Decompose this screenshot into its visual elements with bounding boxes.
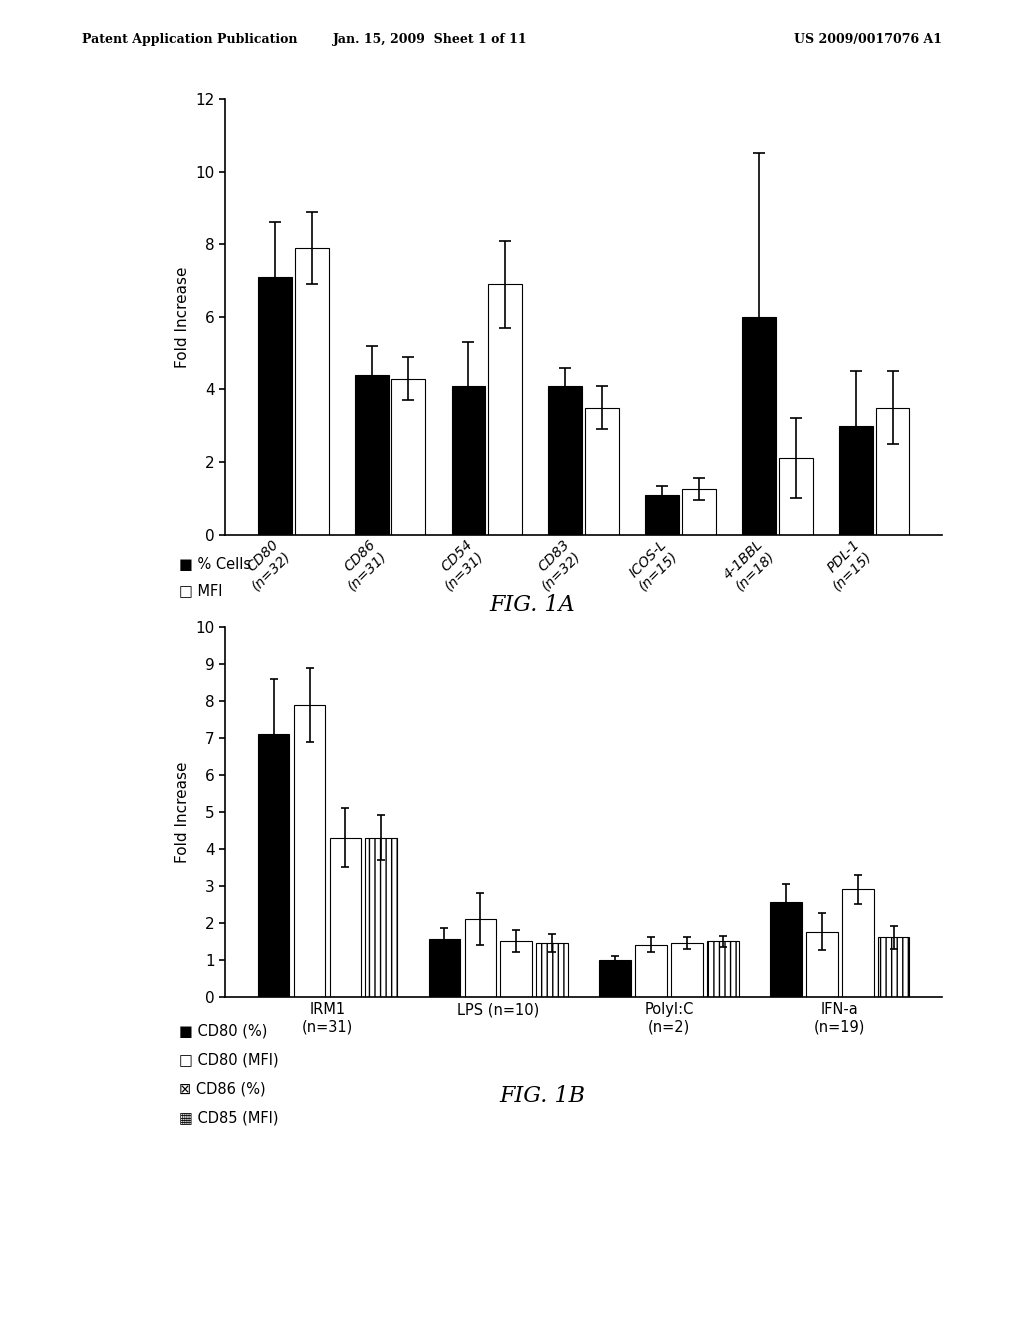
Text: FIG. 1B: FIG. 1B — [500, 1085, 586, 1107]
Bar — [635, 945, 667, 997]
Text: ■ % Cells: ■ % Cells — [179, 557, 251, 572]
Bar — [806, 932, 838, 997]
Bar — [708, 941, 738, 997]
Bar — [548, 385, 583, 535]
Bar — [330, 838, 361, 997]
Bar — [429, 940, 460, 997]
Bar — [258, 277, 292, 535]
Bar — [842, 890, 873, 997]
Text: □ MFI: □ MFI — [179, 583, 222, 598]
Bar — [839, 425, 872, 535]
Y-axis label: Fold Increase: Fold Increase — [175, 762, 190, 862]
Bar — [354, 375, 388, 535]
Bar — [452, 385, 485, 535]
Bar — [366, 838, 397, 997]
Bar — [645, 495, 679, 535]
Bar — [537, 942, 568, 997]
Text: ■ CD80 (%): ■ CD80 (%) — [179, 1023, 267, 1038]
Bar — [294, 705, 326, 997]
Bar — [391, 379, 425, 535]
Text: Patent Application Publication: Patent Application Publication — [82, 33, 297, 46]
Bar — [295, 248, 329, 535]
Bar — [258, 734, 290, 997]
Text: US 2009/0017076 A1: US 2009/0017076 A1 — [794, 33, 942, 46]
Bar — [465, 919, 497, 997]
Bar — [488, 284, 522, 535]
Text: Jan. 15, 2009  Sheet 1 of 11: Jan. 15, 2009 Sheet 1 of 11 — [333, 33, 527, 46]
Bar — [501, 941, 532, 997]
Text: ▦ CD85 (MFI): ▦ CD85 (MFI) — [179, 1110, 279, 1125]
Bar — [878, 937, 909, 997]
Bar — [770, 903, 802, 997]
Bar — [682, 490, 716, 535]
Y-axis label: Fold Increase: Fold Increase — [175, 267, 190, 367]
Text: FIG. 1A: FIG. 1A — [489, 594, 575, 616]
Bar — [742, 317, 776, 535]
Bar — [779, 458, 813, 535]
Bar — [876, 408, 909, 535]
Bar — [671, 942, 702, 997]
Text: ⊠ CD86 (%): ⊠ CD86 (%) — [179, 1081, 266, 1096]
Text: □ CD80 (MFI): □ CD80 (MFI) — [179, 1052, 279, 1067]
Bar — [585, 408, 620, 535]
Bar — [599, 960, 631, 997]
